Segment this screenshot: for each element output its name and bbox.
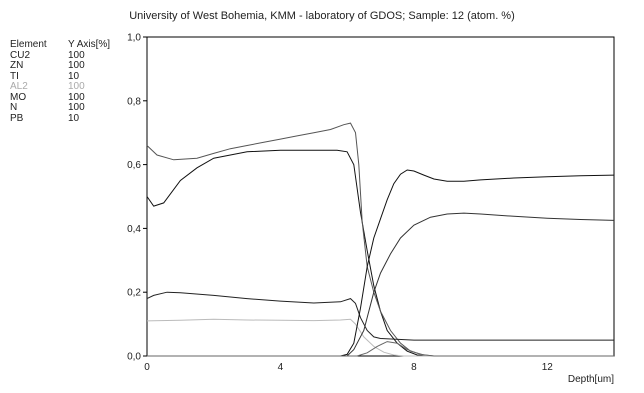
legend-item-al2: AL2 100 — [10, 81, 128, 93]
x-axis-label: Depth[um] — [568, 374, 614, 385]
y-tick-label: 1,0 — [127, 33, 141, 44]
legend-axis: 100 — [68, 60, 85, 71]
legend-axis: 10 — [68, 112, 80, 124]
legend-item-mo: MO 100 — [10, 91, 128, 104]
plot-frame — [146, 36, 615, 357]
legend-header: Element Y Axis[%] — [10, 39, 128, 51]
series-line-1 — [146, 149, 614, 357]
legend-header-axis: Y Axis[%] — [68, 39, 111, 50]
legend-header-element: Element — [10, 39, 47, 50]
legend-element: ZN — [10, 60, 24, 71]
y-tick-label: 0,6 — [127, 160, 141, 171]
legend-item-cu2: CU2 100 — [10, 49, 128, 62]
series-line-2 — [146, 122, 614, 357]
x-tick-label: 0 — [144, 362, 150, 373]
x-tick-label: 12 — [542, 362, 554, 373]
series-line-3 — [146, 291, 614, 341]
legend-axis: 10 — [68, 70, 80, 82]
legend-element: CU2 — [10, 49, 31, 61]
y-axis: 0,0 0,2 0,4 0,6 0,8 1,0 — [127, 33, 147, 363]
legend-item-ti: TI 10 — [10, 70, 128, 83]
legend-element: AL2 — [10, 81, 28, 92]
legend-element: TI — [10, 70, 19, 82]
legend-element: PB — [10, 112, 24, 124]
series-group — [146, 122, 615, 357]
x-tick-label: 4 — [278, 362, 284, 373]
legend-axis: 100 — [68, 49, 85, 61]
legend-axis: 100 — [68, 102, 85, 113]
series-line-4 — [146, 318, 614, 357]
legend-item-zn: ZN 100 — [10, 60, 128, 72]
legend-element: MO — [10, 91, 27, 103]
legend-axis: 100 — [68, 81, 85, 92]
series-line-6 — [147, 212, 615, 357]
legend-element: N — [10, 102, 18, 113]
x-tick-label: 8 — [411, 362, 417, 373]
legend: Element Y Axis[%] CU2 100 ZN 100 TI 10 A… — [10, 39, 128, 125]
series-line-5 — [147, 169, 615, 357]
legend-item-pb: PB 10 — [10, 112, 128, 125]
y-tick-label: 0,0 — [127, 352, 141, 363]
legend-item-n: N 100 — [10, 102, 128, 114]
series-line-7 — [147, 341, 614, 357]
legend-axis: 100 — [68, 91, 85, 103]
x-axis: 0 4 8 12 — [144, 362, 553, 373]
y-tick-label: 0,4 — [127, 224, 141, 235]
y-tick-label: 0,2 — [127, 288, 141, 299]
chart-title: University of West Bohemia, KMM - labora… — [129, 10, 515, 22]
y-tick-label: 0,8 — [127, 96, 141, 107]
